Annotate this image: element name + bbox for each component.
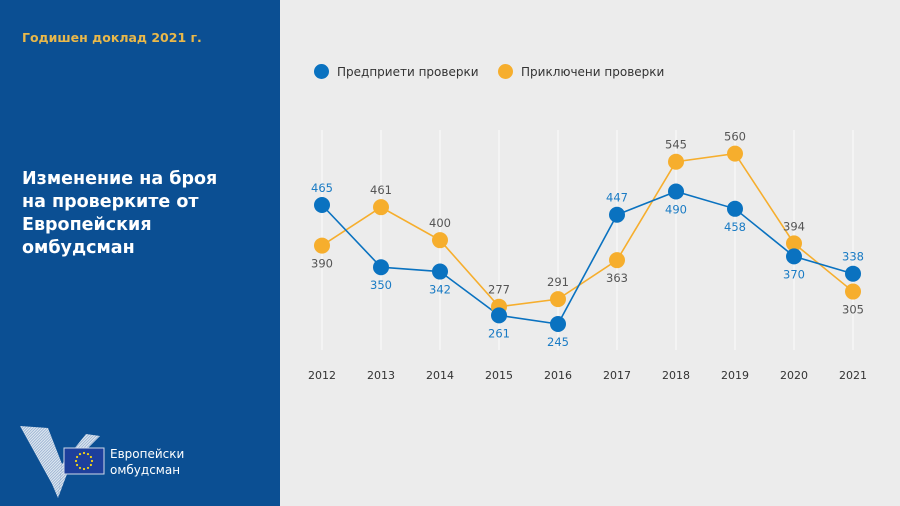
- data-point-closed: [314, 237, 330, 254]
- series-line-opened: [321, 190, 854, 325]
- x-tick-label: 2018: [662, 369, 690, 382]
- x-tick-label: 2014: [426, 369, 454, 382]
- eu-star: [86, 452, 90, 456]
- data-label-opened: 245: [547, 335, 569, 349]
- data-point-closed: [373, 199, 389, 216]
- x-tick-label: 2021: [839, 369, 867, 382]
- legend-marker-closed: [498, 64, 513, 79]
- data-point-closed: [845, 283, 861, 300]
- x-tick-label: 2016: [544, 369, 572, 382]
- data-label-opened: 465: [311, 181, 333, 195]
- eu-stars-icon: [74, 451, 94, 471]
- x-tick-label: 2020: [780, 369, 808, 382]
- data-label-opened: 370: [783, 267, 805, 281]
- data-point-opened: [668, 183, 684, 200]
- data-point-opened: [727, 200, 743, 217]
- data-label-closed: 305: [842, 303, 864, 317]
- eu-star: [89, 463, 93, 467]
- eu-star: [75, 455, 79, 459]
- eu-star: [75, 463, 79, 467]
- logo-text-line: Европейски: [110, 447, 185, 461]
- data-point-opened: [491, 307, 507, 324]
- eu-star: [78, 452, 82, 456]
- report-label: Годишен доклад 2021 г.: [22, 30, 202, 45]
- eu-star: [90, 459, 94, 463]
- eu-star: [89, 455, 93, 459]
- legend-marker-opened: [314, 64, 329, 79]
- data-label-opened: 458: [724, 220, 746, 234]
- title-line: на проверките от: [22, 192, 199, 212]
- eu-star: [78, 466, 82, 470]
- data-point-opened: [314, 197, 330, 213]
- data-point-opened: [845, 265, 861, 282]
- data-label-closed: 400: [429, 216, 451, 230]
- data-point-closed: [668, 153, 684, 170]
- data-point-closed: [786, 235, 802, 252]
- data-label-closed: 390: [311, 257, 333, 271]
- x-tick-label: 2019: [721, 369, 749, 382]
- data-point-closed: [550, 291, 566, 308]
- data-point-closed: [609, 252, 625, 269]
- data-point-opened: [786, 248, 802, 265]
- eu-star: [82, 451, 86, 455]
- data-label-closed: 461: [370, 183, 392, 197]
- legend-item-opened: Предприети проверки: [314, 64, 479, 79]
- data-label-closed: 291: [547, 275, 569, 289]
- title-line: Европейския: [22, 215, 152, 235]
- european-ombudsman-logo-icon: [20, 426, 105, 498]
- data-label-closed: 394: [783, 219, 805, 233]
- data-label-closed: 560: [724, 130, 746, 144]
- data-point-opened: [550, 316, 566, 333]
- data-label-opened: 338: [842, 250, 864, 264]
- data-point-closed: [432, 232, 448, 249]
- data-label-opened: 350: [370, 278, 392, 292]
- legend-item-closed: Приключени проверки: [498, 64, 664, 79]
- x-tick-label: 2012: [308, 369, 336, 382]
- data-point-opened: [432, 263, 448, 280]
- data-point-opened: [373, 259, 389, 276]
- data-label-closed: 545: [665, 138, 687, 152]
- logo-text-line: омбудсман: [110, 463, 181, 477]
- data-label-closed: 277: [488, 283, 510, 297]
- data-point-opened: [609, 206, 625, 223]
- x-tick-label: 2015: [485, 369, 513, 382]
- title-line: Изменение на броя: [22, 169, 218, 189]
- data-point-closed: [727, 145, 743, 162]
- chart-title: Изменение на броя на проверките от Европ…: [22, 168, 272, 260]
- eu-star: [74, 459, 78, 463]
- data-label-opened: 447: [606, 191, 628, 205]
- title-line: омбудсман: [22, 238, 135, 258]
- data-label-closed: 363: [606, 271, 628, 285]
- sidebar-panel: Годишен доклад 2021 г. Изменение на броя…: [0, 0, 280, 506]
- x-tick-label: 2017: [603, 369, 631, 382]
- data-label-opened: 490: [665, 202, 687, 216]
- legend-label-opened: Предприети проверки: [337, 64, 479, 79]
- eu-star: [86, 466, 90, 470]
- eu-star: [82, 467, 86, 471]
- data-label-opened: 342: [429, 283, 451, 297]
- logo-text: Европейски омбудсман: [110, 446, 184, 478]
- series-line-closed: [321, 152, 854, 308]
- legend-label-closed: Приключени проверки: [521, 64, 665, 79]
- data-label-opened: 261: [488, 326, 510, 340]
- x-tick-label: 2013: [367, 369, 395, 382]
